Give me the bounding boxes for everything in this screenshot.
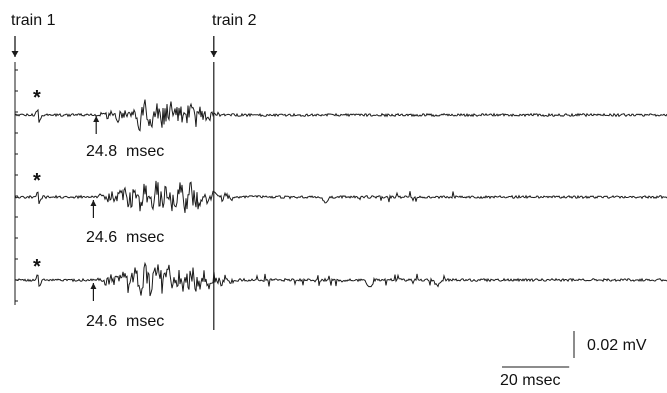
- amplitude-scale-label: 0.02 mV: [587, 337, 647, 354]
- latency-unit-1: msec: [126, 143, 165, 160]
- latency-value-2: 24.6: [86, 229, 118, 246]
- latency-unit-2: msec: [126, 229, 165, 246]
- time-axis-group: [14, 62, 18, 305]
- latency-arrow-group: [90, 116, 100, 301]
- stimulus-artifact-star-2: *: [33, 170, 41, 192]
- train-2-label: train 2: [212, 12, 257, 29]
- latency-label-3: 24.6 msec: [86, 313, 164, 331]
- trace-1: [14, 99, 667, 132]
- latency-label-1: 24.8 msec: [86, 143, 164, 161]
- trace-2: [14, 180, 667, 213]
- latency-value-1: 24.8: [86, 143, 118, 160]
- trace-3: [14, 261, 667, 297]
- train-1-arrow-head: [11, 51, 19, 57]
- stimulus-artifact-star-1: *: [33, 87, 41, 109]
- stimulus-artifact-star-3: *: [33, 256, 41, 278]
- train-marker-group: [11, 36, 218, 330]
- scale-bar-group: [502, 331, 575, 368]
- latency-arrow-3-head: [90, 283, 97, 289]
- latency-value-3: 24.6: [86, 313, 118, 330]
- latency-arrow-2-head: [90, 200, 97, 206]
- latency-unit-3: msec: [126, 313, 165, 330]
- train-2-arrow-head: [210, 51, 218, 57]
- latency-arrow-1-head: [93, 116, 100, 122]
- trace-group: [14, 99, 667, 297]
- latency-label-2: 24.6 msec: [86, 229, 164, 247]
- time-scale-label: 20 msec: [500, 372, 561, 389]
- train-1-label: train 1: [11, 12, 56, 29]
